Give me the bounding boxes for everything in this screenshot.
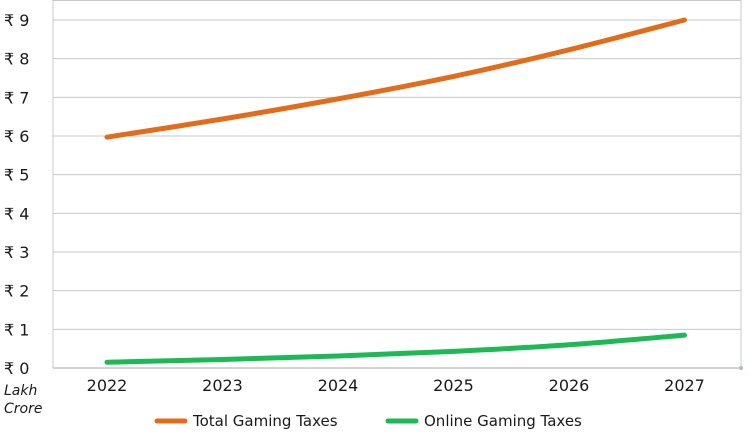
y-tick-label: ₹ 1	[4, 320, 29, 339]
y-tick-label: ₹ 6	[4, 127, 29, 146]
gridlines	[53, 19, 741, 369]
y-tick-label: ₹ 7	[4, 88, 29, 107]
unit-label-line-1: Lakh	[4, 383, 37, 399]
y-tick-label: ₹ 0	[4, 359, 29, 378]
x-tick-label: 2022	[87, 376, 128, 395]
x-tick-label: 2025	[433, 376, 474, 395]
series-lines	[104, 17, 687, 365]
axes	[52, 0, 743, 370]
x-tick-label: 2027	[664, 376, 705, 395]
legend: Total Gaming Taxes Online Gaming Taxes	[154, 412, 582, 430]
axis-end-marker	[739, 366, 743, 370]
series-line-online-gaming-taxes	[104, 332, 687, 365]
y-tick-label: ₹ 9	[4, 11, 29, 30]
legend-label: Total Gaming Taxes	[192, 412, 338, 430]
unit-label-line-2: Crore	[4, 401, 42, 417]
x-tick-label: 2024	[318, 376, 359, 395]
legend-label: Online Gaming Taxes	[424, 412, 582, 430]
y-tick-label: ₹ 3	[4, 243, 29, 262]
unit-label: Lakh Crore	[4, 383, 42, 417]
x-axis-tick-labels: 2022 2023 2024 2025 2026 2027	[87, 376, 705, 395]
y-tick-label: ₹ 5	[4, 166, 29, 185]
y-axis-tick-labels: ₹ 0 ₹ 1 ₹ 2 ₹ 3 ₹ 4 ₹ 5 ₹ 6 ₹ 7 ₹ 8 ₹ 9	[4, 11, 29, 378]
series-line-total-gaming-taxes	[104, 17, 687, 140]
y-tick-label: ₹ 2	[4, 282, 29, 301]
y-tick-label: ₹ 4	[4, 204, 29, 223]
y-tick-label: ₹ 8	[4, 50, 29, 69]
x-tick-label: 2023	[202, 376, 243, 395]
x-tick-label: 2026	[549, 376, 590, 395]
